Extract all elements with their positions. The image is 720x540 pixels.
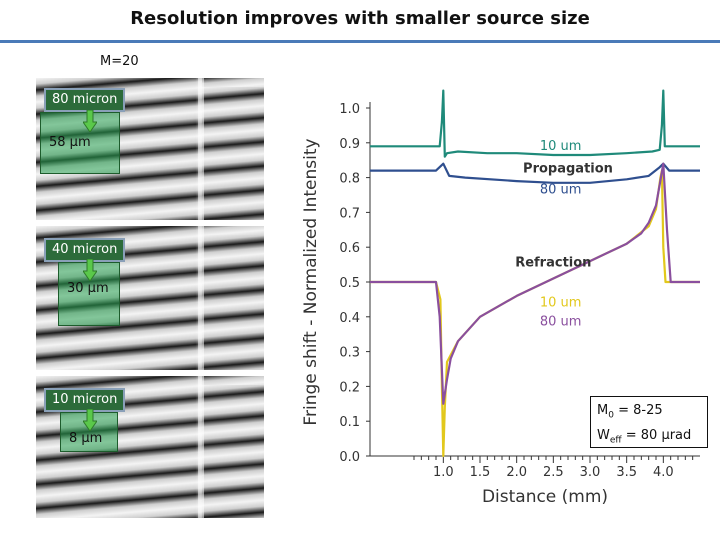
y-tick-label: 0.6	[339, 241, 360, 256]
slide-title: Resolution improves with smaller source …	[130, 8, 590, 29]
down-arrow-icon	[83, 110, 97, 132]
x-tick-label: 2.0	[506, 465, 527, 480]
y-tick-label: 1.0	[339, 102, 360, 117]
y-tick-label: 0.1	[339, 415, 360, 430]
effective-size-label-1: 58 µm	[49, 135, 91, 150]
x-tick-label: 3.5	[616, 465, 637, 480]
fringe-shift-region	[202, 78, 264, 220]
x-axis-label: Distance (mm)	[482, 487, 608, 507]
source-size-label-2: 40 micron	[44, 238, 126, 262]
y-tick-label: 0.8	[339, 172, 360, 187]
effective-size-label-2: 30 µm	[67, 281, 109, 296]
down-arrow-icon	[83, 409, 97, 431]
title-rule	[0, 40, 720, 43]
series-line-refraction-80um	[370, 162, 700, 405]
annotation-propagation: Propagation	[523, 161, 613, 176]
y-tick-label: 0.2	[339, 380, 360, 395]
fringe-edge	[198, 78, 204, 220]
fringe-edge	[198, 376, 204, 518]
x-tick-label: 1.0	[433, 465, 454, 480]
fringe-shift-region	[202, 226, 264, 370]
down-arrow-icon	[83, 259, 97, 281]
annotation-refraction-10um: 10 um	[540, 295, 582, 310]
y-tick-label: 0.5	[339, 276, 360, 291]
annotation-propagation-80um: 80 um	[540, 182, 582, 197]
fringe-shift-chart: 0.0 0.1 0.2 0.3 0.4 0.5 0.6 0.7 0.8 0.9 1.0 1.0 1.5 2…	[301, 89, 700, 507]
magnification-range: M0 = 8-25	[597, 403, 663, 421]
y-tick-label: 0.4	[339, 311, 360, 326]
y-tick-label: 0.7	[339, 206, 360, 221]
series-line-propagation-10um	[370, 89, 700, 158]
parameter-box: M0 = 8-25 Weff = 80 µrad	[590, 396, 708, 448]
source-size-label-3: 10 micron	[44, 388, 126, 412]
fringe-edge	[198, 226, 204, 370]
fringe-shift-region	[202, 376, 264, 518]
effective-width: Weff = 80 µrad	[597, 427, 692, 446]
y-tick-label: 0.0	[339, 450, 360, 465]
y-tick-label: 0.3	[339, 346, 360, 361]
effective-size-box-1: 58 µm	[40, 112, 120, 174]
annotation-propagation-10um: 10 um	[540, 139, 582, 154]
annotation-refraction: Refraction	[515, 255, 591, 270]
source-size-label-1: 80 micron	[44, 88, 126, 112]
effective-size-label-3: 8 µm	[69, 431, 103, 446]
annotation-refraction-80um: 80 um	[540, 315, 582, 330]
x-tick-label: 4.0	[653, 465, 674, 480]
y-tick-label: 0.9	[339, 137, 360, 152]
magnification-label: M=20	[100, 54, 139, 69]
x-tick-label: 3.0	[580, 465, 601, 480]
x-tick-label: 1.5	[470, 465, 491, 480]
y-axis-label: Fringe shift - Normalized Intensity	[301, 138, 321, 425]
x-tick-label: 2.5	[543, 465, 564, 480]
